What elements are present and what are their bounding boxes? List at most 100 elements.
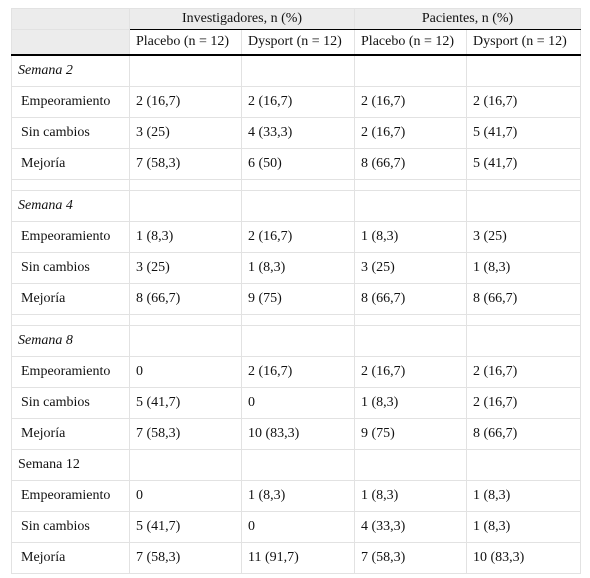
row-label: Sin cambios [11,387,130,419]
spacer-cell [129,314,242,326]
cell-value: 1 (8,3) [129,221,242,253]
cell-value: 9 (75) [240,283,356,315]
row-label: Empeoramiento [11,86,130,118]
empty-cell [129,190,242,222]
corner-cell [11,8,130,30]
cell-value: 8 (66,7) [466,418,582,450]
column-header: Dysport (n = 12) [240,29,356,56]
cell-value: 1 (8,3) [240,252,356,284]
cell-value: 4 (33,3) [354,511,468,543]
empty-cell [354,54,468,87]
cell-value: 5 (41,7) [466,148,582,180]
group-header-row: Investigadores, n (%) Pacientes, n (%) [11,8,582,30]
section-row: Semana 12 [11,449,582,481]
empty-cell [354,449,468,481]
cell-value: 2 (16,7) [129,86,242,118]
cell-value: 1 (8,3) [466,252,582,284]
corner-cell [11,29,130,56]
data-row: Empeoramiento 0 2 (16,7) 2 (16,7) 2 (16,7) [11,356,582,388]
cell-value: 0 [129,480,242,512]
cell-value: 4 (33,3) [240,117,356,149]
column-header: Placebo (n = 12) [129,29,242,56]
data-row: Empeoramiento 2 (16,7) 2 (16,7) 2 (16,7) 2 (… [11,86,582,118]
results-table: Investigadores, n (%) Pacientes, n (%) P… [11,8,582,574]
cell-value: 5 (41,7) [466,117,582,149]
section-row: Semana 4 [11,190,582,222]
spacer-cell [129,179,242,191]
spacer-cell [11,314,130,326]
data-row: Mejoría 7 (58,3) 6 (50) 8 (66,7) 5 (41,7) [11,148,582,180]
cell-value: 0 [240,387,356,419]
data-row: Mejoría 8 (66,7) 9 (75) 8 (66,7) 8 (66,7) [11,283,582,315]
data-row: Mejoría 7 (58,3) 10 (83,3) 9 (75) 8 (66,7) [11,418,582,450]
cell-value: 7 (58,3) [129,418,242,450]
group-header: Pacientes, n (%) [354,8,582,30]
cell-value: 7 (58,3) [354,542,468,574]
cell-value: 2 (16,7) [466,356,582,388]
data-row: Sin cambios 3 (25) 4 (33,3) 2 (16,7) 5 (41,7… [11,117,582,149]
spacer-cell [240,179,356,191]
cell-value: 1 (8,3) [354,221,468,253]
group-header: Investigadores, n (%) [128,8,356,30]
empty-cell [129,325,242,357]
cell-value: 8 (66,7) [354,148,468,180]
spacer-cell [240,314,356,326]
empty-cell [129,449,242,481]
cell-value: 1 (8,3) [466,480,582,512]
row-label: Empeoramiento [11,221,130,253]
cell-value: 11 (91,7) [240,542,356,574]
column-header-row: Placebo (n = 12) Dysport (n = 12) Placeb… [11,29,582,56]
cell-value: 0 [129,356,242,388]
cell-value: 10 (83,3) [466,542,582,574]
row-label: Empeoramiento [11,356,130,388]
data-row: Mejoría 7 (58,3) 11 (91,7) 7 (58,3) 10 (83,3… [11,542,582,574]
row-label: Sin cambios [11,511,130,543]
data-row: Empeoramiento 1 (8,3) 2 (16,7) 1 (8,3) 3 (25… [11,221,582,253]
cell-value: 7 (58,3) [129,542,242,574]
data-row: Sin cambios 3 (25) 1 (8,3) 3 (25) 1 (8,3) [11,252,582,284]
section-title: Semana 8 [11,325,130,357]
cell-value: 3 (25) [129,117,242,149]
cell-value: 1 (8,3) [466,511,582,543]
cell-value: 5 (41,7) [129,511,242,543]
cell-value: 3 (25) [129,252,242,284]
cell-value: 8 (66,7) [466,283,582,315]
spacer-row [11,314,582,326]
row-label: Mejoría [11,418,130,450]
cell-value: 1 (8,3) [240,480,356,512]
data-row: Sin cambios 5 (41,7) 0 4 (33,3) 1 (8,3) [11,511,582,543]
spacer-cell [354,314,468,326]
row-label: Empeoramiento [11,480,130,512]
section-row: Semana 2 [11,54,582,87]
cell-value: 2 (16,7) [466,86,582,118]
cell-value: 8 (66,7) [129,283,242,315]
empty-cell [240,54,356,87]
cell-value: 7 (58,3) [129,148,242,180]
cell-value: 8 (66,7) [354,283,468,315]
cell-value: 1 (8,3) [354,480,468,512]
spacer-cell [466,314,582,326]
spacer-cell [466,179,582,191]
cell-value: 5 (41,7) [129,387,242,419]
cell-value: 2 (16,7) [240,356,356,388]
row-label: Mejoría [11,542,130,574]
empty-cell [466,54,582,87]
empty-cell [240,449,356,481]
cell-value: 3 (25) [354,252,468,284]
row-label: Mejoría [11,283,130,315]
cell-value: 2 (16,7) [354,356,468,388]
cell-value: 2 (16,7) [240,86,356,118]
cell-value: 2 (16,7) [240,221,356,253]
column-header: Placebo (n = 12) [354,29,468,56]
section-title: Semana 12 [11,449,130,481]
row-label: Sin cambios [11,117,130,149]
spacer-cell [11,179,130,191]
cell-value: 10 (83,3) [240,418,356,450]
row-label: Sin cambios [11,252,130,284]
spacer-row [11,179,582,191]
data-row: Empeoramiento 0 1 (8,3) 1 (8,3) 1 (8,3) [11,480,582,512]
cell-value: 9 (75) [354,418,468,450]
section-row: Semana 8 [11,325,582,357]
data-row: Sin cambios 5 (41,7) 0 1 (8,3) 2 (16,7) [11,387,582,419]
